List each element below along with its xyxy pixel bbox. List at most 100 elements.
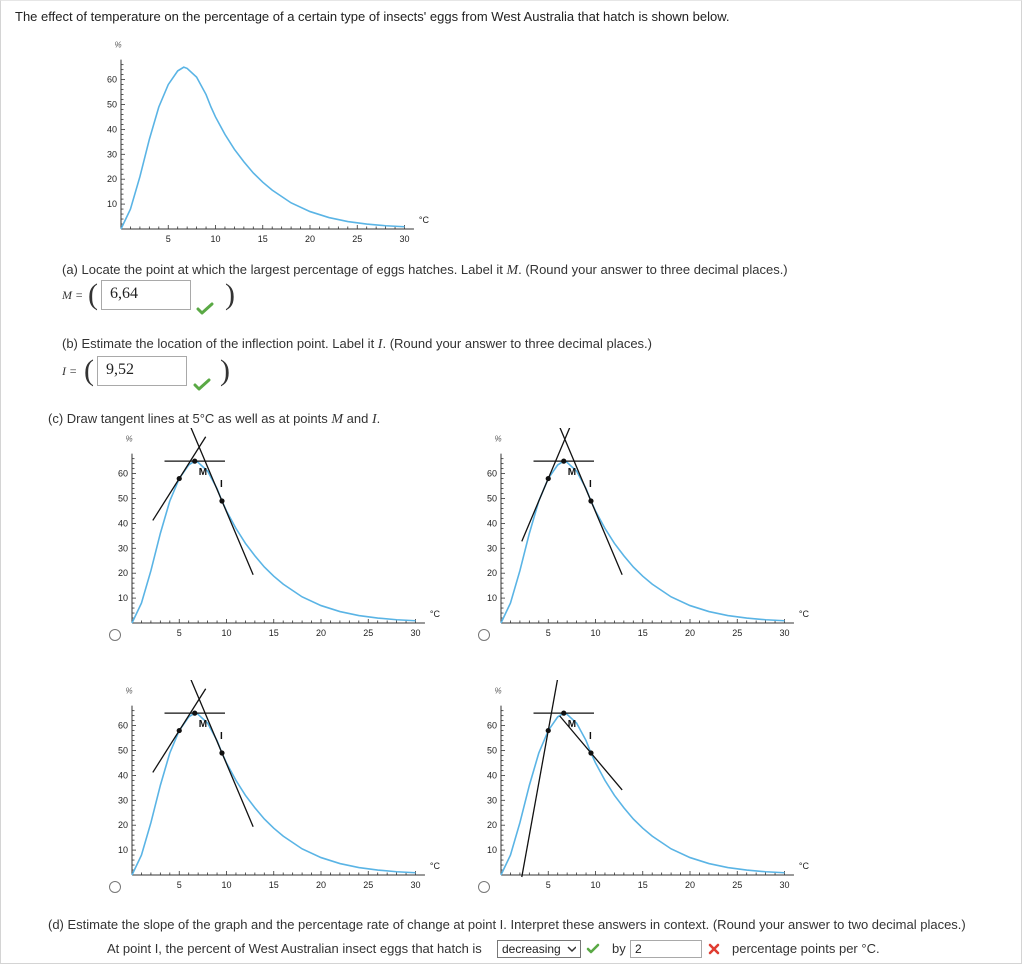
option-radio-1[interactable] — [109, 629, 121, 641]
y-tick-label: 30 — [118, 543, 128, 553]
y-unit-label: % — [125, 687, 132, 696]
y-tick-label: 10 — [487, 593, 497, 603]
y-tick-label: 20 — [487, 568, 497, 578]
check-icon — [586, 943, 600, 954]
y-unit-label: % — [494, 687, 501, 696]
y-tick-label: 50 — [487, 494, 497, 504]
y-tick-label: 10 — [107, 199, 117, 209]
i-input[interactable]: 9,52 — [97, 356, 187, 386]
m-input[interactable]: 6,64 — [101, 280, 191, 310]
main-graph: 5 10 15 20 25 30 10 20 30 40 50 60% °C — [107, 41, 430, 244]
option-graph-2[interactable]: 5 10 15 20 25 30 10 20 30 40 50 60% °C M I — [469, 428, 809, 643]
tangent-5-point — [176, 727, 182, 734]
tangent-i-point — [219, 750, 225, 756]
y-tick-label: 40 — [487, 518, 497, 528]
option-graph-1[interactable]: 5 10 15 20 25 30 10 20 30 40 50 60% °C M I — [100, 428, 440, 643]
x-tick-label: 15 — [638, 628, 648, 638]
tangent-5-point — [176, 475, 182, 482]
part-d-question: (d) Estimate the slope of the graph and … — [48, 917, 966, 932]
x-tick-label: 30 — [410, 880, 420, 890]
part-d-sentence: At point I, the percent of West Australi… — [107, 941, 482, 956]
option-radio-2[interactable] — [478, 629, 490, 641]
x-tick-label: 30 — [779, 628, 789, 638]
y-tick-label: 50 — [107, 100, 117, 110]
x-tick-label: 5 — [177, 628, 182, 638]
x-tick-label: 20 — [316, 880, 326, 890]
units-label: percentage points per °C. — [732, 941, 880, 956]
x-tick-label: 30 — [410, 628, 420, 638]
cross-icon — [708, 943, 720, 955]
y-unit-label: % — [494, 435, 501, 444]
tangent-i-point — [219, 498, 225, 504]
x-tick-label: 10 — [221, 628, 231, 638]
x-tick-label: 15 — [269, 880, 279, 890]
point-i-label: I — [220, 731, 223, 742]
option-graph-4[interactable]: 5 10 15 20 25 30 10 20 30 40 50 60% °C M I — [469, 680, 809, 895]
trend-select-value: decreasing — [502, 942, 561, 956]
x-tick-label: 15 — [638, 880, 648, 890]
data-curve — [131, 712, 416, 876]
y-tick-label: 50 — [487, 746, 497, 756]
tangent-m-point — [192, 458, 198, 464]
close-paren: ) — [225, 278, 235, 311]
y-tick-label: 40 — [487, 770, 497, 780]
y-tick-label: 60 — [118, 721, 128, 731]
trend-select[interactable]: decreasing — [497, 940, 581, 958]
y-tick-label: 40 — [118, 770, 128, 780]
y-tick-label: 60 — [107, 75, 117, 85]
y-tick-label: 20 — [107, 174, 117, 184]
intro-text: The effect of temperature on the percent… — [15, 9, 730, 24]
x-tick-label: 5 — [546, 628, 551, 638]
part-c-question: (c) Draw tangent lines at 5°C as well as… — [48, 411, 381, 427]
x-tick-label: 20 — [305, 234, 315, 244]
x-tick-label: 20 — [685, 628, 695, 638]
y-tick-label: 50 — [118, 746, 128, 756]
y-tick-label: 20 — [118, 820, 128, 830]
tangent-m-point — [192, 710, 198, 716]
x-tick-label: 10 — [210, 234, 220, 244]
y-tick-label: 60 — [487, 469, 497, 479]
y-unit-label: % — [114, 41, 121, 50]
y-tick-label: 30 — [107, 149, 117, 159]
x-tick-label: 20 — [685, 880, 695, 890]
option-radio-4[interactable] — [478, 881, 490, 893]
x-tick-label: 25 — [352, 234, 362, 244]
x-tick-label: 10 — [590, 880, 600, 890]
x-tick-label: 15 — [269, 628, 279, 638]
point-m-label: M — [568, 467, 576, 478]
x-tick-label: 20 — [316, 628, 326, 638]
x-unit-label: °C — [430, 861, 440, 871]
y-tick-label: 50 — [118, 494, 128, 504]
x-tick-label: 25 — [363, 628, 373, 638]
point-i-label: I — [220, 479, 223, 490]
x-tick-label: 25 — [363, 880, 373, 890]
tangent-i-point — [588, 498, 594, 504]
option-radio-3[interactable] — [109, 881, 121, 893]
x-unit-label: °C — [419, 215, 430, 225]
x-tick-label: 10 — [221, 880, 231, 890]
y-tick-label: 10 — [118, 845, 128, 855]
tangent-m-point — [561, 458, 567, 464]
x-tick-label: 25 — [732, 880, 742, 890]
y-tick-label: 20 — [118, 568, 128, 578]
point-m-label: M — [199, 719, 207, 730]
x-tick-label: 15 — [258, 234, 268, 244]
check-icon — [196, 302, 214, 315]
rate-input[interactable]: 2 — [630, 940, 702, 958]
i-label: I = — [62, 364, 78, 378]
option-graph-3[interactable]: 5 10 15 20 25 30 10 20 30 40 50 60% °C M I — [100, 680, 440, 895]
part-a-question: (a) Locate the point at which the larges… — [62, 262, 788, 278]
data-curve — [500, 460, 785, 624]
data-curve — [120, 66, 405, 230]
tangent-m-point — [561, 710, 567, 716]
tangent-5 — [521, 680, 559, 878]
x-tick-label: 5 — [546, 880, 551, 890]
x-unit-label: °C — [799, 861, 809, 871]
x-tick-label: 5 — [166, 234, 171, 244]
y-tick-label: 30 — [487, 795, 497, 805]
y-unit-label: % — [125, 435, 132, 444]
y-tick-label: 10 — [118, 593, 128, 603]
part-b-question: (b) Estimate the location of the inflect… — [62, 336, 652, 352]
y-tick-label: 40 — [118, 518, 128, 528]
m-label: M = — [62, 288, 84, 302]
